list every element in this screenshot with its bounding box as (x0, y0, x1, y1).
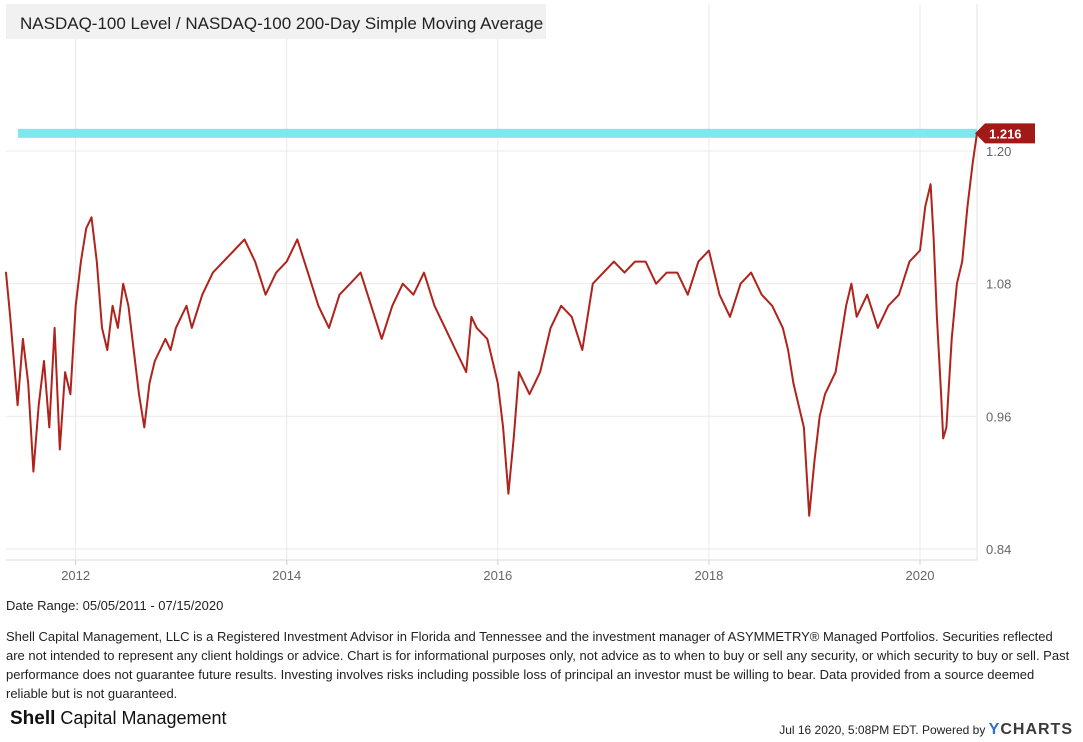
y-tick-label: 0.84 (986, 542, 1011, 557)
last-value-label: 1.216 (989, 126, 1022, 141)
reference-line (18, 128, 977, 138)
last-value-callout (975, 123, 1035, 144)
brand-name-rest: Capital Management (55, 708, 227, 728)
grid (6, 4, 978, 561)
ycharts-logo-text: CHARTS (1000, 721, 1073, 738)
y-tick-label: 0.96 (986, 409, 1011, 424)
footer-timestamp: Jul 16 2020, 5:08PM EDT. Powered by (779, 723, 989, 737)
footer-credit: Jul 16 2020, 5:08PM EDT. Powered by YCHA… (779, 721, 1073, 739)
series-line (5, 132, 978, 517)
series-group (5, 132, 978, 517)
date-range: Date Range: 05/05/2011 - 07/15/2020 (6, 598, 224, 613)
brand-logo: Shell Capital Management (10, 708, 227, 730)
x-tick-label: 2014 (272, 568, 301, 583)
x-tick-label: 2012 (61, 568, 90, 583)
chart-title-box: NASDAQ-100 Level / NASDAQ-100 200-Day Si… (6, 4, 546, 39)
reference-line-group (18, 128, 977, 138)
y-tick-label: 1.20 (986, 144, 1011, 159)
y-axis: 0.84 0.96 1.08 1.20 (986, 144, 1011, 557)
x-tick-label: 2018 (694, 568, 723, 583)
chart: 2012 2014 2016 2018 2020 0.84 0.96 1.08 1.20 1.… (5, 4, 1035, 583)
chart-title: NASDAQ-100 Level / NASDAQ-100 200-Day Si… (20, 14, 544, 33)
last-value-callout-group: 1.216 (975, 123, 1035, 144)
x-tick-label: 2016 (483, 568, 512, 583)
ycharts-logo[interactable]: YCHARTS (989, 721, 1073, 738)
ycharts-logo-y: Y (988, 721, 1001, 738)
brand-name-bold: Shell (10, 708, 56, 729)
disclaimer: Shell Capital Management, LLC is a Regis… (6, 629, 1070, 701)
y-tick-label: 1.08 (986, 277, 1011, 292)
x-axis: 2012 2014 2016 2018 2020 (61, 560, 934, 583)
x-tick-label: 2020 (906, 568, 935, 583)
